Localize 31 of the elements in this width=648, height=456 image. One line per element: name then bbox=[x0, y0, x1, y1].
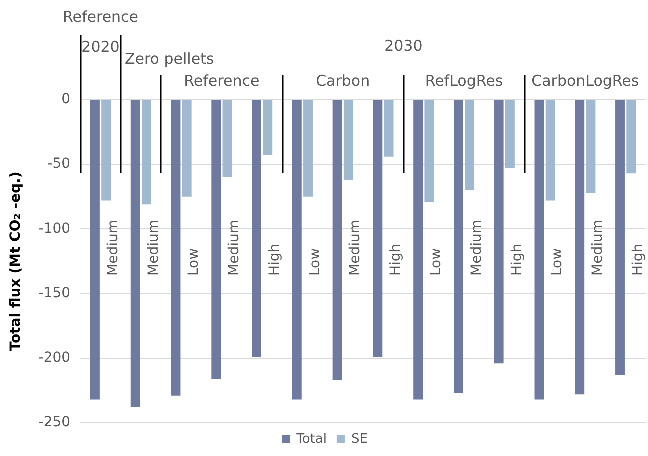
y-tick-label: -250 bbox=[38, 414, 71, 431]
x-tick-label: Medium bbox=[348, 220, 364, 276]
text: RefLogRes bbox=[425, 72, 504, 90]
legend-label: SE bbox=[351, 432, 368, 447]
x-tick-label: Medium bbox=[146, 220, 162, 276]
y-tick-label: -100 bbox=[38, 220, 71, 237]
text: Zero pellets bbox=[124, 50, 214, 68]
x-tick-label: High bbox=[266, 244, 283, 276]
text: Reference bbox=[184, 72, 260, 90]
x-tick-label: Medium bbox=[468, 220, 485, 276]
text: 2030 bbox=[384, 36, 423, 55]
y-tick-label: -150 bbox=[38, 285, 71, 302]
x-tick-label: Low bbox=[186, 248, 202, 276]
y-tick-label: 0 bbox=[62, 92, 71, 108]
text: Reference bbox=[62, 8, 139, 26]
y-tick-label: -50 bbox=[48, 156, 71, 172]
x-tick-label: High bbox=[630, 244, 646, 276]
x-tick-label: Low bbox=[428, 248, 445, 276]
x-tick-label: Low bbox=[550, 248, 566, 276]
text: 2020 bbox=[82, 38, 120, 56]
y-tick-label: -200 bbox=[38, 350, 71, 366]
x-tick-label: High bbox=[388, 244, 404, 276]
legend-label: Total bbox=[296, 432, 327, 447]
y-axis-title: Total flux (Mt CO₂ -eq.) bbox=[8, 172, 24, 352]
x-tick-label: Medium bbox=[105, 220, 122, 276]
x-tick-label: Medium bbox=[590, 220, 606, 276]
text: CarbonLogRes bbox=[532, 72, 640, 90]
text: Carbon bbox=[316, 72, 370, 90]
x-tick-label: Low bbox=[307, 248, 324, 276]
x-tick-label: High bbox=[509, 244, 526, 276]
x-tick-label: Medium bbox=[226, 220, 243, 276]
